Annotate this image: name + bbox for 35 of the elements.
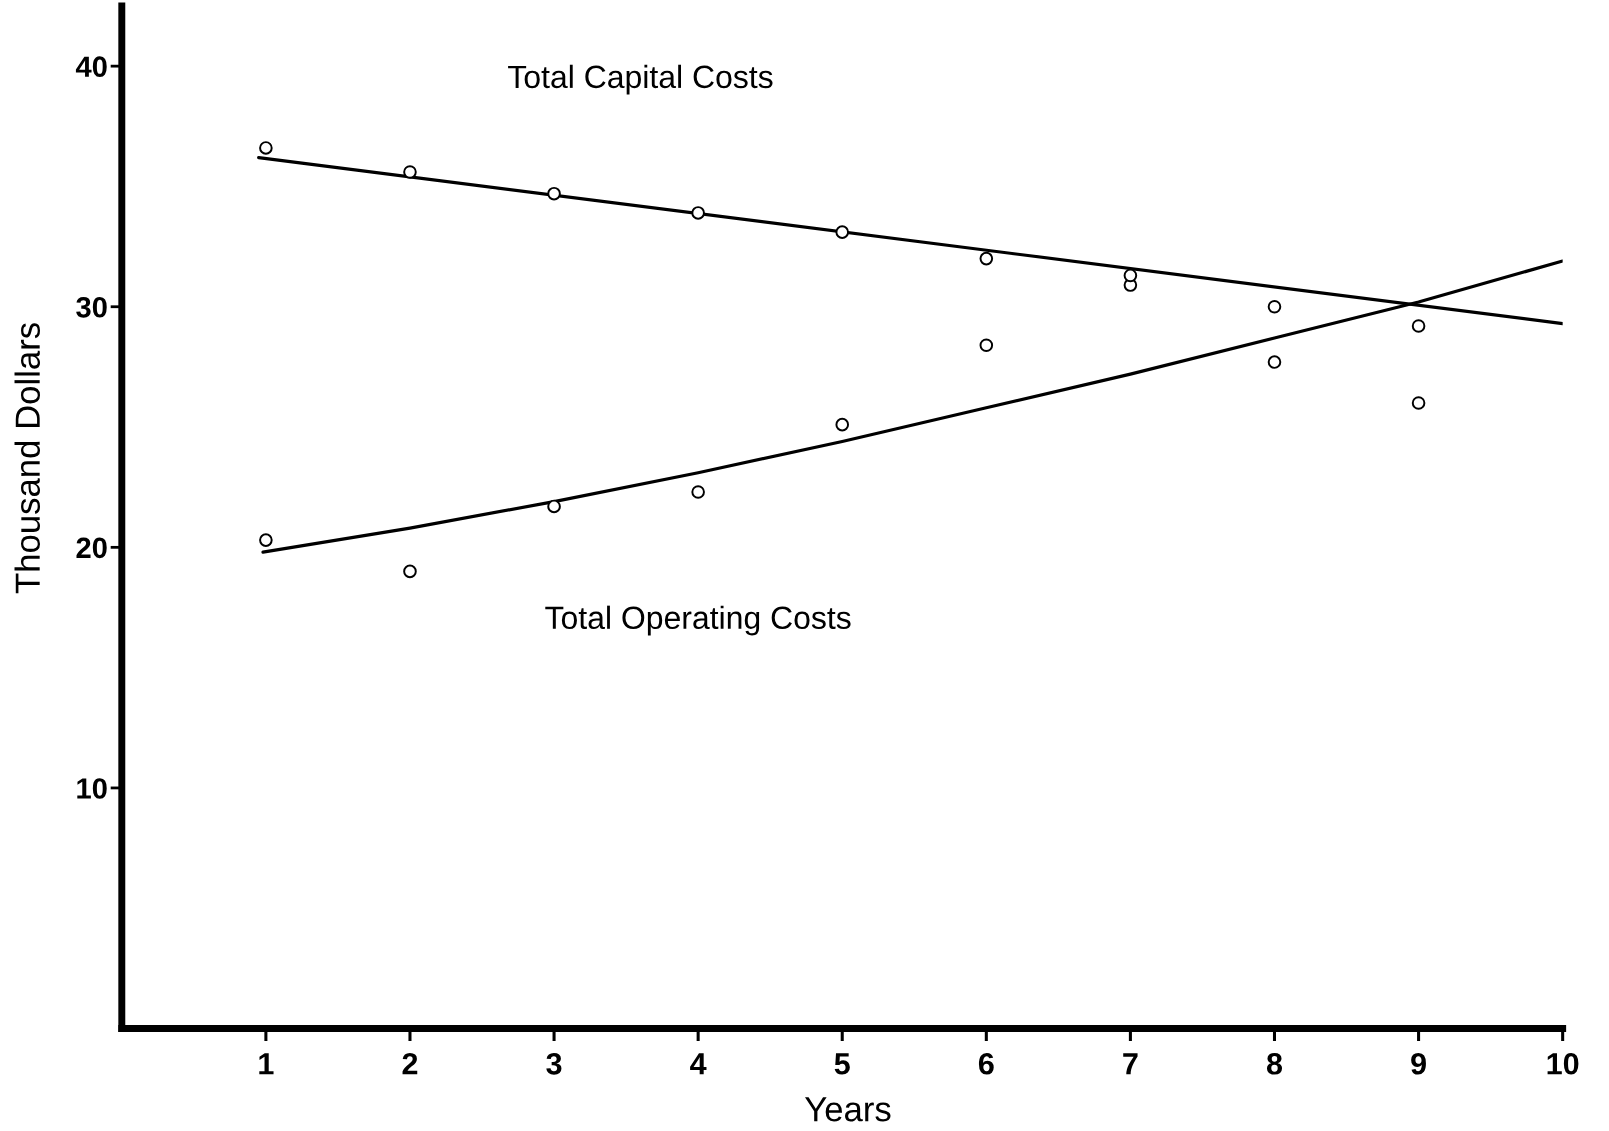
x-tick-label: 5	[834, 1053, 850, 1075]
text: Total Operating Costs	[545, 605, 851, 636]
point	[691, 206, 705, 220]
point	[1411, 319, 1426, 333]
x-tick-label: 7	[1123, 1053, 1138, 1075]
point	[835, 417, 850, 432]
x-tick-label: 9	[1411, 1052, 1426, 1075]
x-axis-title: Years	[804, 1097, 891, 1122]
point	[403, 165, 417, 179]
point	[691, 485, 705, 499]
x-tick-label: 6	[978, 1052, 994, 1075]
point	[1411, 396, 1426, 410]
point	[1267, 299, 1282, 314]
point	[1267, 355, 1282, 369]
point	[259, 141, 273, 155]
y-tick-label: 20	[76, 537, 107, 559]
point	[547, 499, 561, 514]
x-tick-label: 4	[690, 1053, 707, 1075]
y-tick-label: 30	[76, 296, 107, 318]
point	[403, 564, 417, 579]
x-tick-label: 1	[259, 1053, 274, 1075]
point	[835, 225, 850, 239]
x-tick-label: 3	[546, 1052, 562, 1075]
point	[547, 186, 561, 201]
point	[979, 338, 994, 353]
y-tick-label: 40	[75, 56, 107, 77]
text: Total Capital Costs	[508, 64, 773, 95]
x-tick-label: 10	[1547, 1052, 1579, 1075]
x-tick-label: 8	[1266, 1052, 1283, 1075]
x-tick-label: 2	[402, 1052, 418, 1075]
y-axis-title: Thousand Dollars	[14, 323, 41, 594]
point	[979, 251, 994, 266]
point	[1123, 268, 1138, 283]
y-tick-label: 10	[77, 778, 107, 799]
point	[259, 533, 273, 547]
